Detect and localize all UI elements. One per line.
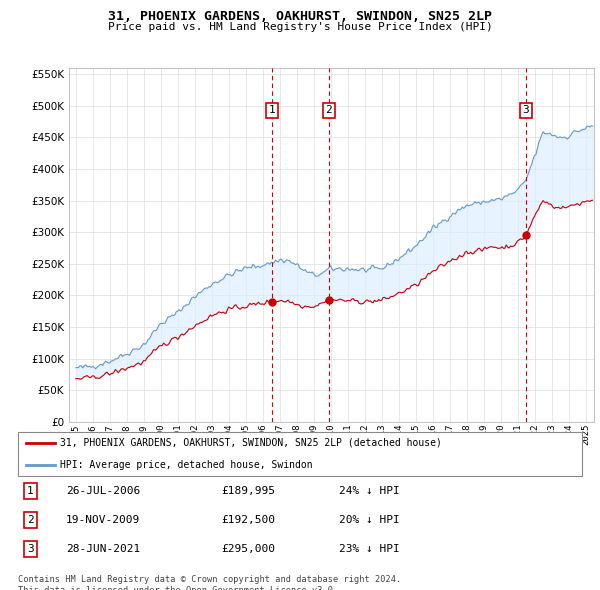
Text: 28-JUN-2021: 28-JUN-2021 [66,545,140,554]
Text: £192,500: £192,500 [221,515,275,525]
Text: 23% ↓ HPI: 23% ↓ HPI [340,545,400,554]
Text: 20% ↓ HPI: 20% ↓ HPI [340,515,400,525]
Text: 1: 1 [269,106,275,115]
Text: 31, PHOENIX GARDENS, OAKHURST, SWINDON, SN25 2LP (detached house): 31, PHOENIX GARDENS, OAKHURST, SWINDON, … [60,438,442,447]
Text: 3: 3 [27,545,34,554]
Text: 3: 3 [523,106,529,115]
Text: 31, PHOENIX GARDENS, OAKHURST, SWINDON, SN25 2LP: 31, PHOENIX GARDENS, OAKHURST, SWINDON, … [108,10,492,23]
Text: HPI: Average price, detached house, Swindon: HPI: Average price, detached house, Swin… [60,460,313,470]
Text: £295,000: £295,000 [221,545,275,554]
Text: 1: 1 [27,486,34,496]
Text: 2: 2 [325,106,332,115]
Text: 2: 2 [27,515,34,525]
Text: £189,995: £189,995 [221,486,275,496]
Text: 26-JUL-2006: 26-JUL-2006 [66,486,140,496]
Text: Contains HM Land Registry data © Crown copyright and database right 2024.
This d: Contains HM Land Registry data © Crown c… [18,575,401,590]
Text: 24% ↓ HPI: 24% ↓ HPI [340,486,400,496]
Text: Price paid vs. HM Land Registry's House Price Index (HPI): Price paid vs. HM Land Registry's House … [107,22,493,32]
Text: 19-NOV-2009: 19-NOV-2009 [66,515,140,525]
